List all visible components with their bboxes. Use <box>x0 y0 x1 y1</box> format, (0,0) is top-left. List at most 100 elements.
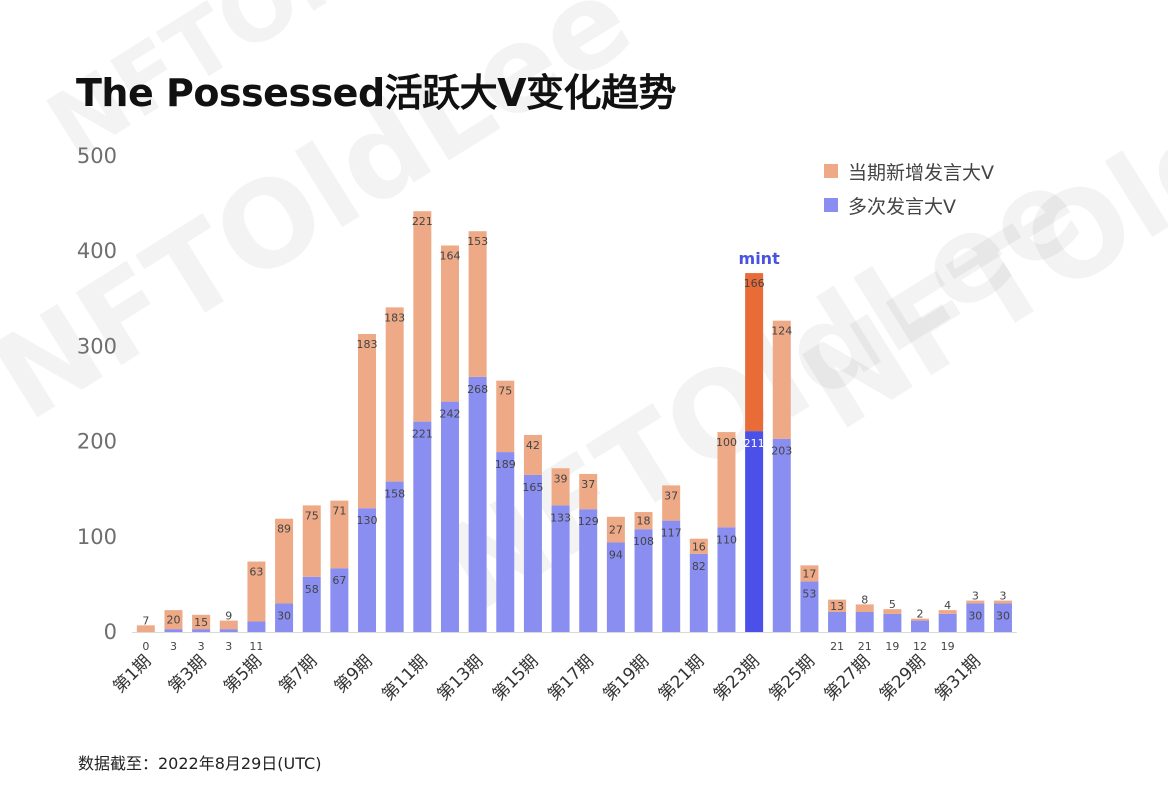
data-label-new: 124 <box>771 325 792 338</box>
data-label-repeat: 21 <box>858 640 872 653</box>
data-label-repeat: 117 <box>661 527 682 540</box>
bar-new-17 <box>579 473 598 510</box>
bar-new-14 <box>496 380 515 453</box>
bar-new-28 <box>883 609 902 614</box>
bar-repeat-10 <box>385 481 404 632</box>
data-label-new: 5 <box>889 598 896 611</box>
bar-new-11 <box>413 211 432 422</box>
data-label-repeat: 19 <box>885 640 899 653</box>
bar-repeat-14 <box>496 452 515 632</box>
data-label-new: 3 <box>999 590 1006 603</box>
data-label-new: 164 <box>439 249 460 262</box>
data-label-new: 63 <box>249 566 263 579</box>
data-label-new: 183 <box>384 311 405 324</box>
legend-swatch-blue <box>824 198 838 212</box>
legend-label-repeat: 多次发言大V <box>848 195 956 218</box>
bar-new-1 <box>136 625 155 632</box>
bar-repeat-2 <box>164 629 183 632</box>
x-tick-label: 第31期 <box>931 651 984 704</box>
data-label-new: 221 <box>412 215 433 228</box>
data-label-repeat: 11 <box>249 640 263 653</box>
data-label-repeat: 30 <box>968 609 982 622</box>
data-label-new: 3 <box>972 590 979 603</box>
data-label-repeat: 19 <box>941 640 955 653</box>
bar-repeat-13 <box>468 376 487 632</box>
data-label-repeat: 189 <box>495 458 516 471</box>
data-label-repeat: 110 <box>716 533 737 546</box>
bar-repeat-20 <box>662 520 681 632</box>
bar-new-8 <box>330 500 349 569</box>
bar-new-22 <box>717 432 736 528</box>
data-label-new: 27 <box>609 524 623 537</box>
bar-repeat-3 <box>192 629 211 632</box>
y-tick-label: 400 <box>77 239 117 263</box>
data-label-new: 153 <box>467 235 488 248</box>
data-label-repeat: 67 <box>332 574 346 587</box>
data-label-repeat: 165 <box>522 481 543 494</box>
data-label-repeat: 3 <box>225 640 232 653</box>
bar-repeat-19 <box>634 529 653 632</box>
y-tick-label: 300 <box>77 334 117 358</box>
bar-repeat-24 <box>772 438 791 632</box>
bar-repeat-22 <box>717 527 736 632</box>
data-label-repeat: 30 <box>277 609 291 622</box>
data-label-new: 2 <box>917 608 924 621</box>
data-label-repeat: 221 <box>412 428 433 441</box>
data-label-repeat: 203 <box>771 445 792 458</box>
data-label-new: 89 <box>277 523 291 536</box>
bar-new-2 <box>164 610 183 630</box>
data-label-new: 8 <box>861 593 868 606</box>
bar-new-13 <box>468 231 487 377</box>
data-label-new: 71 <box>332 505 346 518</box>
data-label-repeat: 3 <box>198 640 205 653</box>
x-tick-label: 第17期 <box>544 651 597 704</box>
bar-repeat-21 <box>689 553 708 632</box>
bar-new-30 <box>938 610 957 614</box>
data-label-repeat: 21 <box>830 640 844 653</box>
stacked-bar-chart: 0100200300400500702031539363118930755871… <box>77 144 1017 705</box>
x-tick-label: 第27期 <box>821 651 874 704</box>
x-tick-label: 第19期 <box>600 651 653 704</box>
data-label-new: 9 <box>225 610 232 623</box>
data-label-repeat: 268 <box>467 383 488 396</box>
chart-title: The Possessed活跃大V变化趋势 <box>76 71 677 115</box>
bar-new-3 <box>192 614 211 630</box>
bar-new-19 <box>634 512 653 530</box>
legend: 当期新增发言大V 多次发言大V <box>824 154 994 222</box>
data-label-repeat: 12 <box>913 640 927 653</box>
bar-new-26 <box>828 599 847 613</box>
data-label-new: 37 <box>581 478 595 491</box>
x-tick-label: 第7期 <box>275 651 321 697</box>
bar-new-18 <box>606 516 625 543</box>
bar-new-7 <box>302 505 321 577</box>
data-label-repeat: 0 <box>142 640 149 653</box>
x-tick-label: 第21期 <box>655 651 708 704</box>
bar-new-31 <box>966 600 985 604</box>
data-label-new: 37 <box>664 489 678 502</box>
x-tick-label: 第15期 <box>489 651 542 704</box>
x-tick-label: 第13期 <box>434 651 487 704</box>
x-tick-label: 第9期 <box>331 651 377 697</box>
bar-new-12 <box>440 245 459 402</box>
bar-repeat-29 <box>911 620 930 632</box>
bar-repeat-23 <box>745 431 764 632</box>
data-label-new: 17 <box>802 567 816 580</box>
x-tick-label: 第29期 <box>876 651 929 704</box>
bar-repeat-8 <box>330 568 349 632</box>
data-label-new: 20 <box>166 614 180 627</box>
footnote: 数据截至：2022年8月29日(UTC) <box>78 754 322 773</box>
x-tick-label: 第3期 <box>165 651 211 697</box>
bar-repeat-6 <box>275 603 294 632</box>
bar-repeat-9 <box>358 508 377 632</box>
bar-new-5 <box>247 561 266 622</box>
data-label-repeat: 242 <box>439 408 460 421</box>
data-label-repeat: 158 <box>384 488 405 501</box>
data-label-new: 15 <box>194 616 208 629</box>
data-label-new: 18 <box>637 515 651 528</box>
x-tick-label: 第1期 <box>110 651 156 697</box>
data-label-new: 100 <box>716 436 737 449</box>
data-label-new: 4 <box>944 599 951 612</box>
bar-repeat-28 <box>883 613 902 632</box>
bar-repeat-4 <box>219 629 238 632</box>
bar-repeat-18 <box>606 542 625 632</box>
